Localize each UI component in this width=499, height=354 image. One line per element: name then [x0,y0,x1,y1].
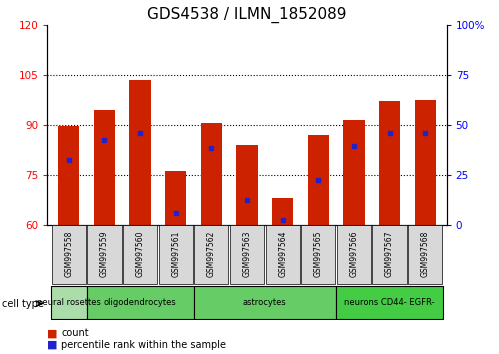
FancyBboxPatch shape [408,225,442,284]
Text: GSM997568: GSM997568 [421,230,430,277]
FancyBboxPatch shape [52,225,86,284]
FancyBboxPatch shape [265,225,300,284]
Text: percentile rank within the sample: percentile rank within the sample [61,340,227,350]
Text: GSM997563: GSM997563 [243,230,251,277]
Text: astrocytes: astrocytes [243,298,287,307]
Text: GSM997558: GSM997558 [64,230,73,277]
FancyBboxPatch shape [336,286,443,319]
Text: GSM997561: GSM997561 [171,230,180,277]
Bar [272,198,293,225]
Text: neurons CD44- EGFR-: neurons CD44- EGFR- [344,298,435,307]
Text: GSM997560: GSM997560 [136,230,145,277]
FancyBboxPatch shape [123,225,157,284]
Bar [165,171,187,225]
Text: neural rosettes: neural rosettes [37,298,101,307]
FancyBboxPatch shape [372,225,407,284]
Text: GSM997559: GSM997559 [100,230,109,277]
Text: GSM997566: GSM997566 [349,230,358,277]
FancyBboxPatch shape [301,225,335,284]
FancyBboxPatch shape [337,225,371,284]
FancyBboxPatch shape [87,286,194,319]
Text: oligodendrocytes: oligodendrocytes [104,298,177,307]
Bar [58,126,79,225]
FancyBboxPatch shape [194,286,336,319]
FancyBboxPatch shape [159,225,193,284]
FancyBboxPatch shape [194,225,229,284]
Text: ■: ■ [47,329,58,338]
Text: GSM997567: GSM997567 [385,230,394,277]
Bar [237,145,257,225]
FancyBboxPatch shape [87,225,122,284]
Text: ■: ■ [47,340,58,350]
Title: GDS4538 / ILMN_1852089: GDS4538 / ILMN_1852089 [147,7,347,23]
Bar [201,123,222,225]
Bar [379,102,400,225]
Bar [415,100,436,225]
Text: GSM997565: GSM997565 [314,230,323,277]
Text: GSM997564: GSM997564 [278,230,287,277]
Bar [94,110,115,225]
Bar [343,120,365,225]
FancyBboxPatch shape [51,286,87,319]
FancyBboxPatch shape [230,225,264,284]
Bar [307,135,329,225]
Bar [129,80,151,225]
Text: GSM997562: GSM997562 [207,230,216,277]
Text: cell type: cell type [2,299,44,309]
Text: count: count [61,329,89,338]
